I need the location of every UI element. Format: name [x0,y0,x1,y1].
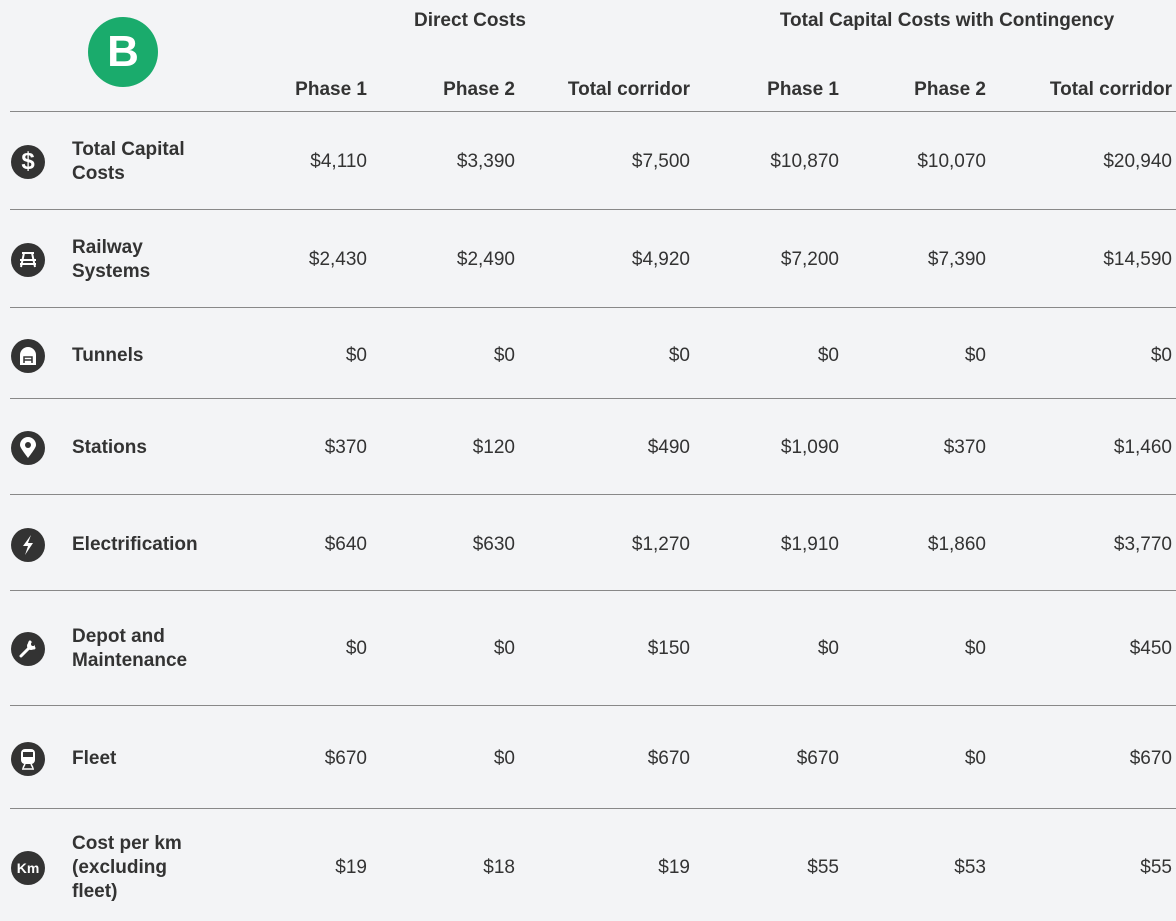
cell-value: $2,430 [308,249,367,270]
group-header: Direct Costs [414,10,526,31]
cell-value: $670 [647,748,690,769]
header-rule [10,111,1176,112]
badge: B [88,17,158,87]
cell-value: $0 [964,748,986,769]
column-header: Phase 2 [443,79,515,100]
cell-value: $630 [472,534,515,555]
cell-value: $0 [817,345,839,366]
cell-value: $490 [647,437,690,458]
column-header: Phase 1 [295,79,367,100]
row-label-line: Electrification [72,534,198,555]
row-label-line: Cost per km [72,833,182,854]
cell-value: $450 [1129,638,1172,659]
group-header: Total Capital Costs with Contingency [779,10,1115,31]
cell-value: $150 [647,638,690,659]
cell-value: $4,920 [631,249,690,270]
cell-value: $670 [796,748,839,769]
row-label-line: Railway [72,237,143,258]
cell-value: $0 [817,638,839,659]
cell-value: $670 [324,748,367,769]
row-label-line: Total Capital [72,139,185,160]
row-label-line: Fleet [72,748,117,769]
cell-value: $19 [658,857,690,878]
row-rule [10,590,1176,591]
cell-value: $18 [483,857,515,878]
row-label-line: Maintenance [72,650,188,671]
row-label-line: Costs [72,163,125,184]
cell-value: $0 [964,638,986,659]
row-rule [10,808,1176,809]
row-label: Depot and Maintenance [72,625,187,673]
cell-value: $4,110 [310,151,367,172]
row-icon [11,243,45,277]
cell-value: $1,460 [1113,437,1172,458]
cell-value: $640 [324,534,367,555]
row-label: Total Capital Costs [72,138,185,186]
cell-value: $370 [943,437,986,458]
row-icon [11,431,45,465]
row-icon [11,632,45,666]
row-label-line: fleet) [72,881,118,902]
cell-value: $55 [1140,857,1172,878]
cell-value: $1,270 [631,534,690,555]
cell-value: $7,200 [780,249,839,270]
row-label: Stations [72,436,147,460]
row-label-line: Tunnels [72,345,144,366]
cell-value: $7,500 [631,151,690,172]
cell-value: $1,910 [780,534,839,555]
column-header: Total corridor [1049,79,1172,100]
cell-value: $0 [493,638,515,659]
row-label-line: Stations [72,437,147,458]
column-header: Phase 1 [767,79,839,100]
cell-value: $3,390 [456,151,515,172]
cell-value: $14,590 [1103,249,1172,270]
row-rule [10,494,1176,495]
cell-value: $1,860 [927,534,986,555]
cell-value: $10,870 [770,151,839,172]
cell-value: $1,090 [780,437,839,458]
row-rule [10,209,1176,210]
cell-value: $19 [335,857,367,878]
cell-value: $0 [493,748,515,769]
row-label: Electrification [72,533,198,557]
cell-value: $670 [1129,748,1172,769]
row-icon [11,339,45,373]
column-header: Phase 2 [914,79,986,100]
row-icon: Km [11,851,45,885]
row-label: Cost per km (excluding fleet) [72,832,182,904]
column-header: Total corridor [567,79,690,100]
cell-value: $10,070 [917,151,986,172]
cell-value: $120 [472,437,515,458]
cell-value: $20,940 [1103,151,1172,172]
cell-value: $53 [954,857,986,878]
row-rule [10,307,1176,308]
cell-value: $0 [964,345,986,366]
cell-value: $3,770 [1113,534,1172,555]
cell-value: $0 [668,345,690,366]
row-icon: $ [11,145,45,179]
row-rule [10,398,1176,399]
row-label-line: (excluding [72,857,168,878]
cell-value: $7,390 [927,249,986,270]
row-label: Railway Systems [72,236,150,284]
cell-value: $0 [493,345,515,366]
cell-value: $0 [345,638,367,659]
cell-value: $55 [807,857,839,878]
cell-value: $0 [345,345,367,366]
row-rule [10,705,1176,706]
row-label: Tunnels [72,344,143,368]
row-label-line: Systems [72,261,151,282]
row-icon [11,528,45,562]
row-icon [11,742,45,776]
row-label-line: Depot and [72,626,165,647]
cell-value: $0 [1150,345,1172,366]
row-label: Fleet [72,747,116,771]
cell-value: $2,490 [456,249,515,270]
cell-value: $370 [324,437,367,458]
